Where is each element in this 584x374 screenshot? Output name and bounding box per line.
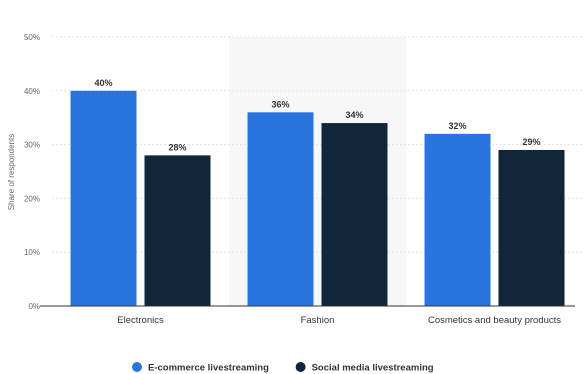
- y-tick-label-50: 50%: [24, 33, 40, 42]
- category-label-3: Cosmetics and beauty products: [428, 315, 561, 326]
- category-label-1: Electronics: [117, 315, 164, 326]
- y-axis-ticks: 0% 10% 20% 30% 40% 50%: [24, 33, 40, 311]
- bar-1-2: [247, 112, 314, 306]
- legend-label-2: Social media livestreaming: [312, 363, 434, 374]
- bar-2-2: [321, 123, 388, 306]
- legend: E-commerce livestreaming Social media liv…: [132, 362, 434, 374]
- data-label-2-3: 29%: [522, 137, 540, 147]
- y-tick-label-30: 30%: [24, 141, 40, 150]
- y-tick-label-40: 40%: [24, 87, 40, 96]
- bar-1-3: [424, 133, 491, 306]
- legend-marker-1: [132, 362, 142, 372]
- y-tick-label-10: 10%: [24, 248, 40, 257]
- data-label-1-1: 40%: [94, 78, 112, 88]
- data-label-1-2: 36%: [271, 99, 289, 109]
- data-label-2-2: 34%: [345, 110, 363, 120]
- y-axis-title: Share of respondents: [7, 134, 16, 211]
- legend-marker-2: [295, 362, 306, 372]
- data-labels: 40% 28% 36% 34% 32% 29%: [94, 78, 540, 153]
- y-tick-label-0: 0%: [28, 302, 40, 311]
- category-labels: Electronics Fashion Cosmetics and beauty p…: [117, 315, 561, 326]
- bar-1-1: [70, 90, 137, 306]
- legend-label-1: E-commerce livestreaming: [148, 363, 269, 374]
- y-tick-label-20: 20%: [24, 194, 40, 203]
- bars: [70, 90, 565, 306]
- bar-2-1: [144, 155, 211, 306]
- category-label-2: Fashion: [301, 315, 335, 326]
- data-label-1-3: 32%: [448, 121, 466, 131]
- grid-layer: [52, 36, 583, 253]
- data-label-2-1: 28%: [168, 142, 186, 152]
- bar-2-3: [498, 149, 565, 306]
